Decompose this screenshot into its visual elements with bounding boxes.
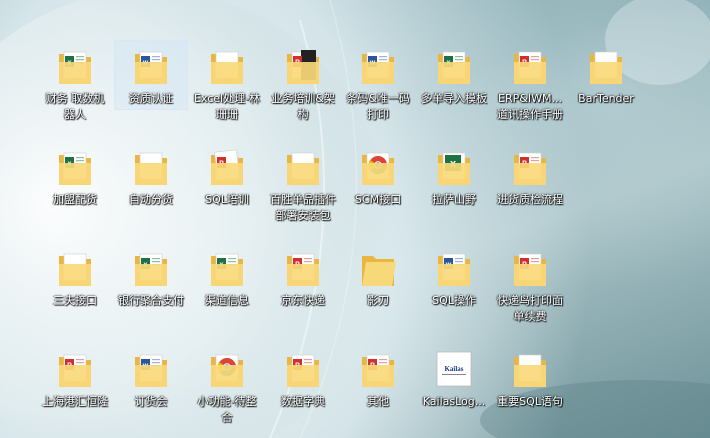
desktop-icon-label: 业务培训&架构: [271, 92, 335, 121]
desktop-icon-27[interactable]: Kailas KailasLog...: [417, 343, 491, 411]
desktop-icon-5[interactable]: x 多单导入模板: [417, 40, 491, 108]
chrome-doc-folder-icon: [362, 152, 394, 185]
desktop-icon-6[interactable]: P ERP&IWM...道讯操作手册: [493, 40, 567, 124]
desktop-icon-label: 重要SQL语句: [497, 395, 563, 408]
excel-folder-icon: x: [135, 253, 167, 286]
pdf-open-folder-icon: P: [211, 149, 243, 185]
doc-folder-icon: w: [135, 354, 167, 387]
svg-text:Kailas: Kailas: [444, 365, 463, 373]
open-folder-folder-icon: [362, 256, 396, 286]
desktop-icon-label: 资质认证: [129, 92, 173, 105]
desktop-icon-label: 进货质检流程: [497, 193, 563, 206]
desktop-icon-19[interactable]: 影刀: [341, 242, 415, 310]
desktop-icon-label: 数据字典: [281, 395, 325, 408]
desktop-icon-21[interactable]: P 快递鸟打印面单续费: [493, 242, 567, 326]
desktop-icon-label: ERP&IWM...道讯操作手册: [497, 92, 563, 121]
plain-folder-icon: [514, 354, 546, 387]
desktop-icon-label: 小功能-待整合: [197, 395, 257, 424]
desktop-icon-label: 百胜单品插件部署安装包: [270, 193, 336, 222]
desktop-icon-label: 银行聚合支付: [118, 294, 184, 307]
doc-folder-icon: w: [438, 253, 470, 286]
desktop-icon-16[interactable]: x 银行聚合支付: [114, 242, 188, 310]
desktop-icon-label: 影刀: [367, 294, 389, 307]
desktop-icon-label: Excel处理-林珊珊: [193, 92, 261, 121]
excel-folder-icon: x: [59, 152, 91, 185]
desktop-icon-label: 拉萨山野: [432, 193, 476, 206]
desktop-icon-label: 渠道信息: [205, 294, 249, 307]
desktop-icon-2[interactable]: Excel处理-林珊珊: [190, 40, 264, 124]
desktop-icon-label: SQL操作: [432, 294, 476, 307]
desktop-icon-26[interactable]: P 其他: [341, 343, 415, 411]
desktop-icon-28[interactable]: 重要SQL语句: [493, 343, 567, 411]
desktop-icon-label: 上海港汇恒隆: [42, 395, 108, 408]
doc-folder-icon: w: [362, 51, 394, 84]
pdf-folder-icon: P: [59, 354, 91, 387]
desktop-icon-label: 条码&唯一码打印: [346, 92, 410, 121]
desktop-icon-label: SQL培训: [205, 193, 249, 206]
plain-folder-icon: [59, 253, 91, 286]
desktop-icon-9[interactable]: 自动分货: [114, 141, 188, 209]
desktop-icon-22[interactable]: P 上海港汇恒隆: [38, 343, 112, 411]
desktop-icon-11[interactable]: 百胜单品插件部署安装包: [266, 141, 340, 225]
pdf-folder-icon: P: [514, 51, 546, 84]
desktop-icon-label: 加盟配货: [53, 193, 97, 206]
pdf-folder-icon: P: [514, 152, 546, 185]
desktop-icon-label: 快递鸟打印面单续费: [497, 294, 563, 323]
desktop-icon-label: 京东快递: [281, 294, 325, 307]
desktop-icon-14[interactable]: P 进货质检流程: [493, 141, 567, 209]
desktop-icon-4[interactable]: w 条码&唯一码打印: [341, 40, 415, 124]
chrome-folder-icon: [211, 354, 243, 387]
excel-folder-icon: x: [59, 51, 91, 84]
desktop-icon-25[interactable]: P 数据字典: [266, 343, 340, 411]
desktop-icon-label: SCM接口: [354, 193, 402, 206]
pdf-dark-folder-icon: P: [287, 50, 319, 84]
desktop-icon-3[interactable]: P 业务培训&架构: [266, 40, 340, 124]
desktop-icon-8[interactable]: x 加盟配货: [38, 141, 112, 209]
excel-folder-icon: x: [438, 51, 470, 84]
desktop-icon-18[interactable]: P 京东快递: [266, 242, 340, 310]
desktop-icon-10[interactable]: P SQL培训: [190, 141, 264, 209]
desktop-icon-label: 多单导入模板: [421, 92, 487, 105]
plain-folder-icon: [590, 51, 622, 84]
pdf-folder-icon: P: [287, 354, 319, 387]
desktop-icon-12[interactable]: SCM接口: [341, 141, 415, 209]
desktop-icon-label: BarTender: [578, 92, 634, 105]
desktop-icon-label: KailasLog...: [422, 395, 486, 408]
desktop-icon-7[interactable]: BarTender: [569, 40, 643, 108]
kailas-folder-icon: Kailas: [436, 351, 472, 387]
desktop-icon-label: 自动分货: [129, 193, 173, 206]
desktop-icon-23[interactable]: w 订货会: [114, 343, 188, 411]
desktop-icon-1[interactable]: w 资质认证: [114, 40, 188, 110]
desktop-icon-0[interactable]: x 财务 取数机器人: [38, 40, 112, 124]
desktop-icon-20[interactable]: w SQL操作: [417, 242, 491, 310]
desktop-icon-24[interactable]: 小功能-待整合: [190, 343, 264, 427]
pdf-folder-icon: P: [287, 253, 319, 286]
plain-folder-icon: [211, 51, 243, 84]
plain-folder-icon: [135, 152, 167, 185]
desktop-icon-15[interactable]: 三夫接口: [38, 242, 112, 310]
desktop-icon-label: 财务 取数机器人: [45, 92, 105, 121]
plain-folder-icon: [287, 152, 319, 185]
desktop-icon-13[interactable]: x 拉萨山野: [417, 141, 491, 209]
desktop-icon-label: 三夫接口: [53, 294, 97, 307]
desktop-icon-label: 其他: [367, 395, 389, 408]
desktop-icon-17[interactable]: x 渠道信息: [190, 242, 264, 310]
desktop-icon-label: 订货会: [134, 395, 168, 408]
excel-folder-icon: x: [211, 253, 243, 286]
doc-folder-icon: w: [135, 51, 167, 84]
pdf-folder-icon: P: [514, 253, 546, 286]
pdf-folder-icon: P: [362, 354, 394, 387]
excel-big-folder-icon: x: [438, 152, 470, 185]
